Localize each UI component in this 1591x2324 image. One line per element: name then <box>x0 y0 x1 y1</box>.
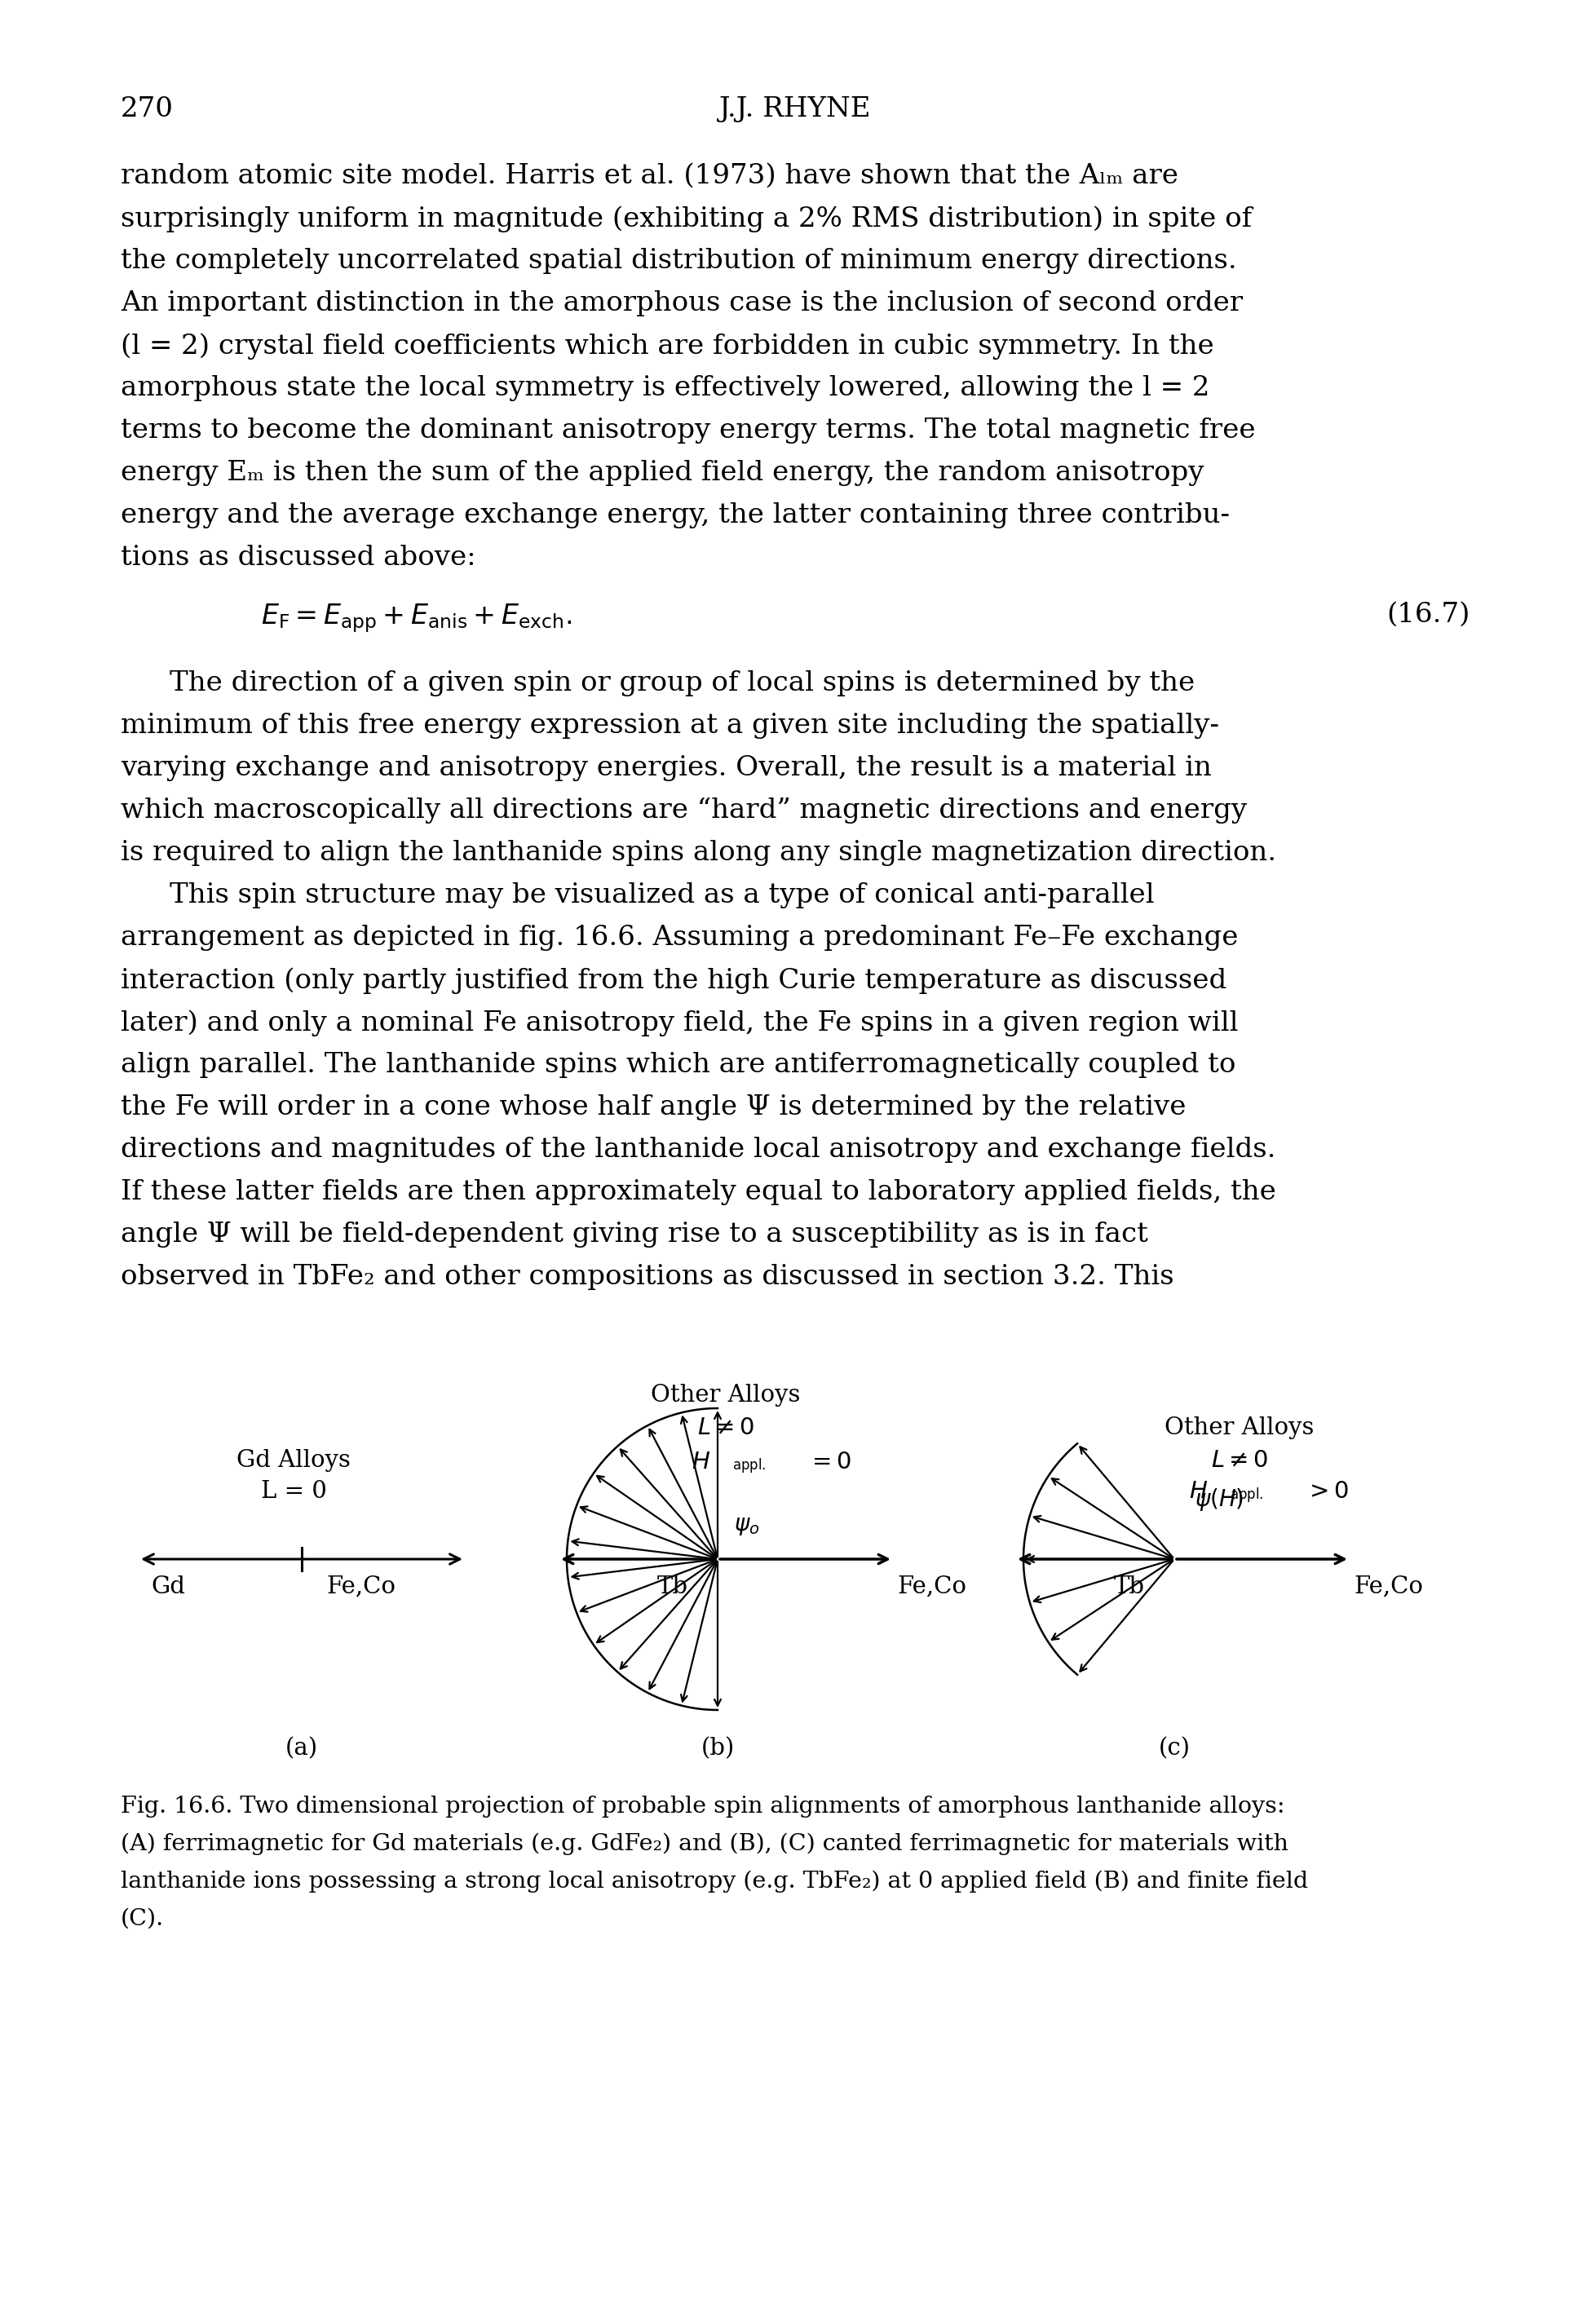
Text: The direction of a given spin or group of local spins is determined by the: The direction of a given spin or group o… <box>170 669 1195 697</box>
Text: interaction (only partly justified from the high Curie temperature as discussed: interaction (only partly justified from … <box>121 967 1227 995</box>
Text: $= 0$: $= 0$ <box>807 1450 851 1473</box>
Text: L = 0: L = 0 <box>261 1480 326 1504</box>
Text: 270: 270 <box>121 95 173 123</box>
Text: minimum of this free energy expression at a given site including the spatially-: minimum of this free energy expression a… <box>121 713 1219 739</box>
Text: terms to become the dominant anisotropy energy terms. The total magnetic free: terms to become the dominant anisotropy … <box>121 418 1255 444</box>
Text: Gd: Gd <box>151 1576 185 1599</box>
Text: Other Alloys: Other Alloys <box>1165 1415 1314 1439</box>
Text: angle Ψ will be field-dependent giving rise to a susceptibility as is in fact: angle Ψ will be field-dependent giving r… <box>121 1222 1149 1248</box>
Text: varying exchange and anisotropy energies. Overall, the result is a material in: varying exchange and anisotropy energies… <box>121 755 1212 781</box>
Text: Other Alloys: Other Alloys <box>651 1383 800 1406</box>
Text: the Fe will order in a cone whose half angle Ψ is determined by the relative: the Fe will order in a cone whose half a… <box>121 1095 1187 1120</box>
Text: Fe,Co: Fe,Co <box>1354 1576 1422 1599</box>
Text: $H$: $H$ <box>1188 1480 1208 1504</box>
Text: Gd Alloys: Gd Alloys <box>237 1450 350 1471</box>
Text: Fe,Co: Fe,Co <box>326 1576 396 1599</box>
Text: Tb: Tb <box>657 1576 689 1599</box>
Text: observed in TbFe₂ and other compositions as discussed in section 3.2. This: observed in TbFe₂ and other compositions… <box>121 1264 1174 1290</box>
Text: $\psi(H)$: $\psi(H)$ <box>1195 1487 1244 1513</box>
Text: tions as discussed above:: tions as discussed above: <box>121 544 476 572</box>
Text: $L \neq 0$: $L \neq 0$ <box>697 1415 754 1439</box>
Text: later) and only a nominal Fe anisotropy field, the Fe spins in a given region wi: later) and only a nominal Fe anisotropy … <box>121 1009 1238 1037</box>
Text: surprisingly uniform in magnitude (exhibiting a 2% RMS distribution) in spite of: surprisingly uniform in magnitude (exhib… <box>121 205 1252 232</box>
Text: Fe,Co: Fe,Co <box>897 1576 966 1599</box>
Text: $H$: $H$ <box>692 1450 711 1473</box>
Text: (16.7): (16.7) <box>1387 602 1470 627</box>
Text: (c): (c) <box>1158 1736 1190 1759</box>
Text: (a): (a) <box>285 1736 318 1759</box>
Text: $_{\rm appl.}$: $_{\rm appl.}$ <box>1230 1487 1263 1506</box>
Text: align parallel. The lanthanide spins which are antiferromagnetically coupled to: align parallel. The lanthanide spins whi… <box>121 1053 1236 1078</box>
Text: which macroscopically all directions are “hard” magnetic directions and energy: which macroscopically all directions are… <box>121 797 1247 825</box>
Text: (b): (b) <box>700 1736 735 1759</box>
Text: An important distinction in the amorphous case is the inclusion of second order: An important distinction in the amorphou… <box>121 290 1243 316</box>
Text: arrangement as depicted in fig. 16.6. Assuming a predominant Fe–Fe exchange: arrangement as depicted in fig. 16.6. As… <box>121 925 1238 951</box>
Text: $E_{\rm F} = E_{\rm app} + E_{\rm anis} + E_{\rm exch}.$: $E_{\rm F} = E_{\rm app} + E_{\rm anis} … <box>261 602 571 634</box>
Text: If these latter fields are then approximately equal to laboratory applied fields: If these latter fields are then approxim… <box>121 1178 1276 1206</box>
Text: $_{\rm appl.}$: $_{\rm appl.}$ <box>732 1457 767 1476</box>
Text: This spin structure may be visualized as a type of conical anti-parallel: This spin structure may be visualized as… <box>170 883 1155 909</box>
Text: is required to align the lanthanide spins along any single magnetization directi: is required to align the lanthanide spin… <box>121 839 1276 867</box>
Text: random atomic site model. Harris et al. (1973) have shown that the Aₗₘ are: random atomic site model. Harris et al. … <box>121 163 1179 188</box>
Text: directions and magnitudes of the lanthanide local anisotropy and exchange fields: directions and magnitudes of the lanthan… <box>121 1136 1276 1162</box>
Text: (l = 2) crystal field coefficients which are forbidden in cubic symmetry. In the: (l = 2) crystal field coefficients which… <box>121 332 1214 360</box>
Text: (C).: (C). <box>121 1908 164 1931</box>
Text: $L \neq 0$: $L \neq 0$ <box>1211 1450 1268 1471</box>
Text: $\psi_o$: $\psi_o$ <box>733 1515 759 1536</box>
Text: the completely uncorrelated spatial distribution of minimum energy directions.: the completely uncorrelated spatial dist… <box>121 249 1236 274</box>
Text: energy and the average exchange energy, the latter containing three contribu-: energy and the average exchange energy, … <box>121 502 1230 528</box>
Text: Fig. 16.6. Two dimensional projection of probable spin alignments of amorphous l: Fig. 16.6. Two dimensional projection of… <box>121 1796 1286 1817</box>
Text: lanthanide ions possessing a strong local anisotropy (e.g. TbFe₂) at 0 applied f: lanthanide ions possessing a strong loca… <box>121 1871 1308 1894</box>
Text: Tb: Tb <box>1114 1576 1146 1599</box>
Text: (A) ferrimagnetic for Gd materials (e.g. GdFe₂) and (B), (C) canted ferrimagneti: (A) ferrimagnetic for Gd materials (e.g.… <box>121 1834 1289 1855</box>
Text: $> 0$: $> 0$ <box>1305 1480 1349 1504</box>
Text: amorphous state the local symmetry is effectively lowered, allowing the l = 2: amorphous state the local symmetry is ef… <box>121 374 1209 402</box>
Text: J.J. RHYNE: J.J. RHYNE <box>719 95 872 123</box>
Text: energy Eₘ is then the sum of the applied field energy, the random anisotropy: energy Eₘ is then the sum of the applied… <box>121 460 1204 486</box>
